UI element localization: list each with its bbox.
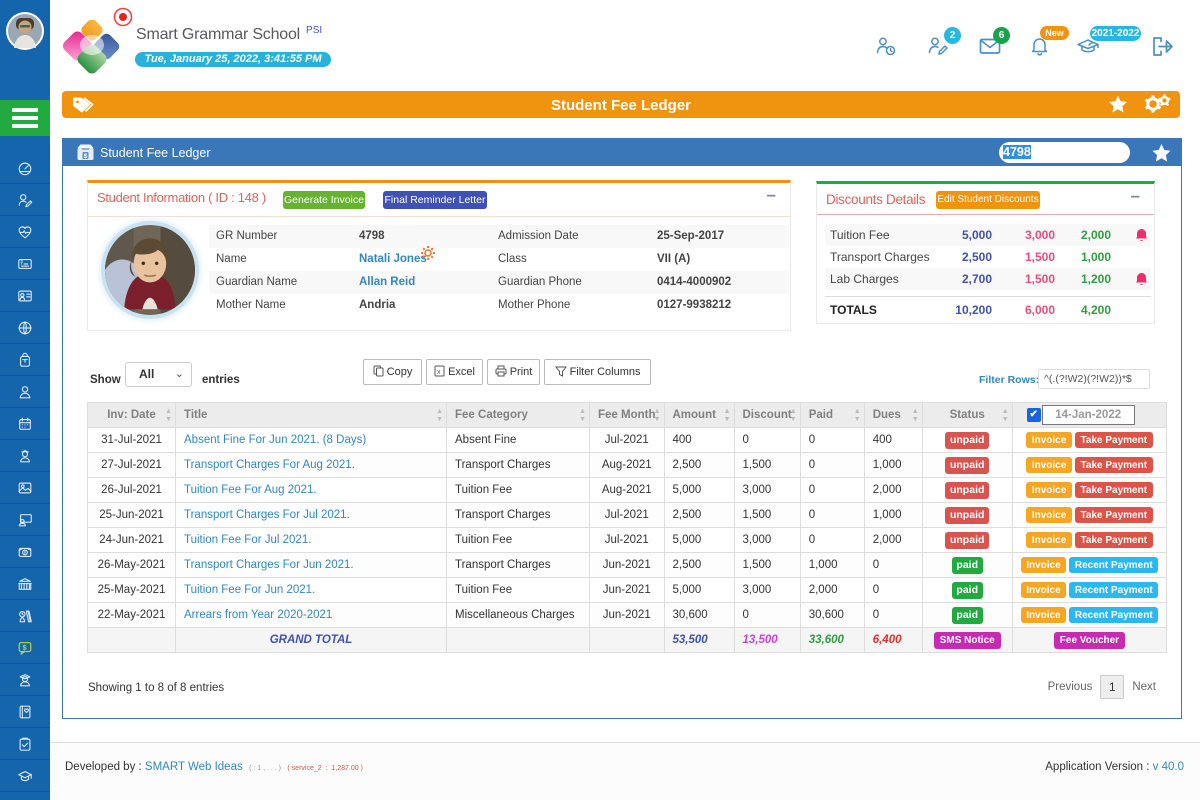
svg-text:$: $ [84, 153, 88, 160]
svg-text:x: x [437, 369, 441, 376]
svg-text:$: $ [23, 642, 28, 651]
svg-text:$: $ [21, 259, 24, 264]
